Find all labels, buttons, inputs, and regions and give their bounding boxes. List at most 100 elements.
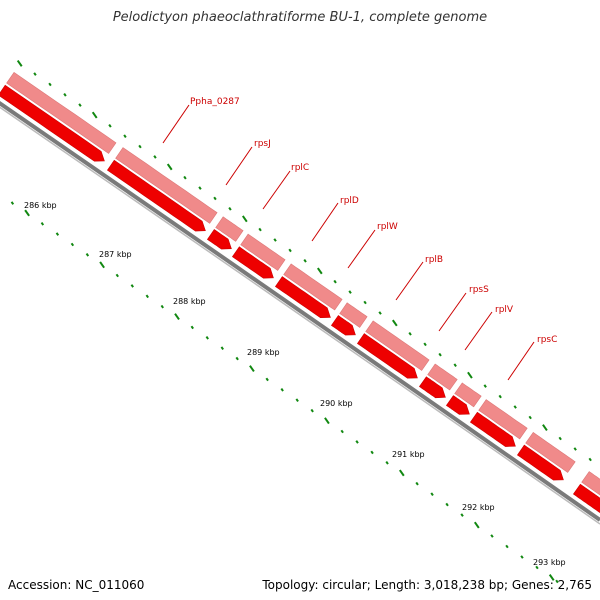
reverse-gene-6[interactable]: [356, 333, 418, 379]
reverse-gene-7[interactable]: [418, 376, 446, 399]
reverse-gene-11[interactable]: [572, 483, 600, 515]
forward-gene-8[interactable]: [454, 382, 482, 408]
inner-a-tick: [555, 579, 559, 584]
forward-gene-9[interactable]: [478, 399, 528, 440]
forward-gene-4[interactable]: [283, 263, 343, 311]
outer-tick: [348, 290, 352, 294]
inner-a-tick: [235, 356, 239, 361]
outer-tick: [558, 436, 562, 441]
reverse-gene-0[interactable]: [0, 84, 105, 162]
outer-tick: [333, 279, 337, 284]
forward-gene-5[interactable]: [339, 302, 368, 328]
outer-tick: [391, 319, 398, 327]
gene-label-rpss[interactable]: rpsS: [438, 285, 489, 332]
outer-tick: [198, 186, 202, 190]
inner-a-tick: [355, 440, 359, 444]
inner-a-tick: [130, 284, 134, 288]
gene-label-rplc[interactable]: rplC: [262, 163, 309, 210]
svg-text:rplC: rplC: [291, 163, 309, 173]
forward-gene-10[interactable]: [525, 431, 576, 473]
reverse-gene-5[interactable]: [330, 315, 356, 336]
forward-gene-7[interactable]: [427, 363, 458, 391]
outer-tick: [91, 111, 98, 119]
gene-label-rplb[interactable]: rplB: [395, 255, 443, 301]
kbp-label-286: 286 kbp: [24, 201, 57, 210]
kbp-label-290: 290 kbp: [320, 399, 353, 408]
gene-label-rplv[interactable]: rplV: [464, 305, 514, 351]
svg-text:rplB: rplB: [425, 255, 443, 265]
inner-a-tick: [99, 261, 105, 269]
outer-tick: [138, 144, 142, 149]
inner-a-tick: [340, 429, 344, 434]
kbp-label-288: 288 kbp: [173, 297, 206, 306]
gene-label-rplw[interactable]: rplW: [347, 222, 398, 269]
inner-a-tick: [324, 417, 330, 425]
reverse-gene-3[interactable]: [231, 246, 274, 279]
reverse-gene-9[interactable]: [469, 411, 516, 447]
reverse-gene-1[interactable]: [106, 159, 206, 232]
inner-a-tick: [295, 398, 299, 403]
outer-tick: [453, 363, 457, 368]
inner-tick-rows: [10, 201, 559, 584]
reverse-gene-8[interactable]: [445, 395, 470, 415]
gene-label-ppha-0287[interactable]: Ppha_0287: [162, 97, 240, 144]
gene-label-rpld[interactable]: rplD: [311, 196, 359, 242]
outer-tick: [363, 300, 367, 305]
forward-gene-1[interactable]: [115, 147, 218, 224]
outer-tick: [33, 72, 37, 76]
svg-text:rplV: rplV: [495, 305, 514, 315]
inner-a-tick: [310, 408, 314, 413]
map-title: Pelodictyon phaeoclathratiforme BU-1, co…: [112, 10, 488, 25]
inner-a-tick: [548, 574, 555, 581]
outer-tick: [467, 371, 473, 379]
gene-label-rpsc[interactable]: rpsC: [507, 335, 557, 381]
forward-gene-3[interactable]: [240, 233, 286, 271]
inner-a-tick: [370, 450, 374, 455]
kbp-label-293: 293 kbp: [533, 558, 566, 567]
inner-a-tick: [535, 565, 539, 570]
reverse-gene-10[interactable]: [516, 444, 564, 481]
inner-a-tick: [115, 273, 119, 278]
svg-text:rpsS: rpsS: [469, 285, 489, 295]
svg-text:Ppha_0287: Ppha_0287: [190, 97, 240, 107]
forward-gene-11[interactable]: [581, 471, 600, 504]
forward-gene-0[interactable]: [6, 71, 117, 154]
outer-tick: [408, 331, 412, 336]
inner-a-tick: [505, 544, 509, 549]
outer-tick: [108, 123, 112, 128]
outer-tick: [241, 215, 248, 223]
outer-tick: [213, 196, 217, 201]
genome-backbone-shadow: [0, 106, 600, 525]
forward-gene-track: [6, 71, 600, 504]
outer-tick: [258, 227, 262, 232]
kbp-label-289: 289 kbp: [247, 348, 280, 357]
inner-a-tick: [385, 460, 389, 465]
inner-a-tick: [520, 555, 524, 559]
outer-tick: [78, 103, 82, 107]
inner-a-tick: [398, 469, 405, 477]
outer-tick: [303, 258, 307, 263]
forward-gene-6[interactable]: [365, 320, 430, 371]
reverse-gene-2[interactable]: [206, 229, 232, 250]
reverse-gene-track: [0, 84, 600, 515]
reverse-gene-4[interactable]: [274, 276, 331, 319]
outer-tick: [16, 59, 23, 67]
kbp-label-291: 291 kbp: [392, 450, 425, 459]
outer-tick: [183, 175, 187, 180]
inner-a-tick: [160, 304, 164, 309]
outer-tick: [528, 415, 532, 420]
genome-backbone: [0, 101, 600, 522]
inner-a-tick: [473, 521, 480, 529]
inner-a-tick: [249, 365, 255, 373]
outer-tick: [483, 384, 487, 388]
inner-a-tick: [55, 232, 60, 236]
inner-a-tick: [490, 534, 494, 538]
inner-a-tick: [70, 242, 75, 247]
gene-label-rpsj[interactable]: rpsJ: [225, 139, 271, 186]
outer-tick: [228, 206, 232, 211]
forward-gene-2[interactable]: [215, 216, 244, 242]
inner-a-tick: [265, 377, 269, 382]
inner-a-tick: [40, 221, 45, 226]
outer-tick: [288, 248, 292, 253]
